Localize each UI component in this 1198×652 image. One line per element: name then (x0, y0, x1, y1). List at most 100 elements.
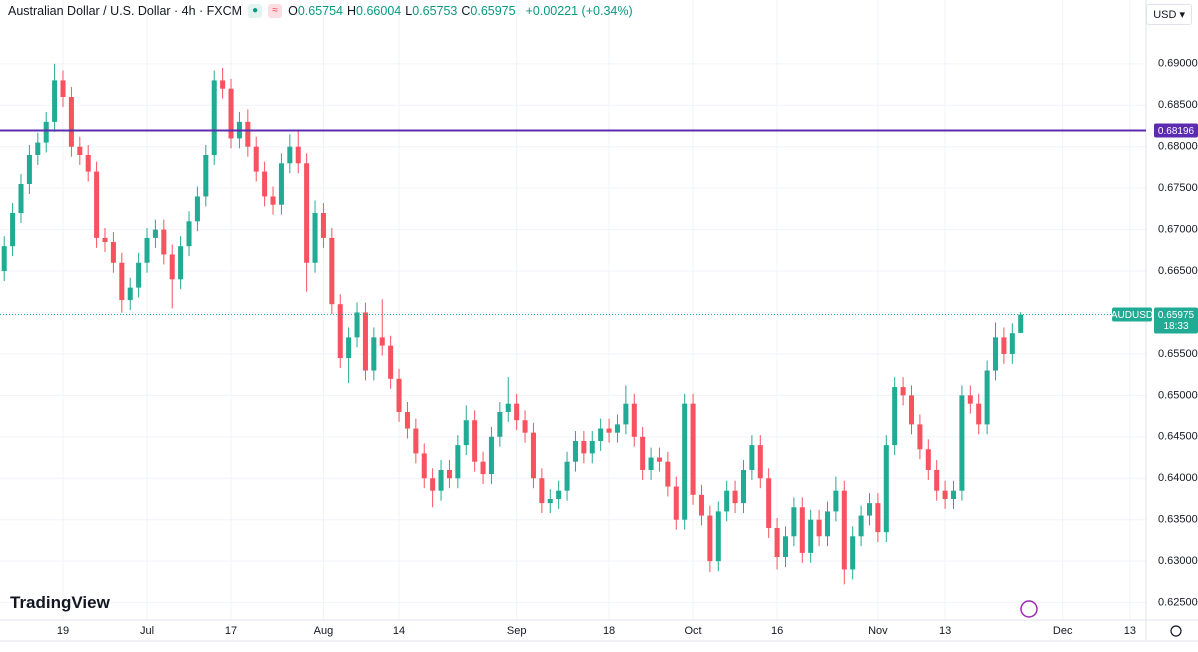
x-tick-label: 13 (939, 625, 951, 637)
candle-body (362, 312, 368, 371)
plot-bg (0, 0, 1140, 620)
candle-body (614, 424, 620, 433)
candle-body (472, 420, 478, 462)
y-tick-label: 0.65000 (1158, 389, 1198, 401)
candle-body (522, 420, 528, 433)
candle-body (169, 254, 175, 280)
candle-body (505, 403, 511, 412)
candle-body (1, 246, 7, 272)
candle-body (1001, 337, 1007, 354)
symbol-title: Australian Dollar / U.S. Dollar · 4h · F… (8, 4, 243, 18)
y-tick-label: 0.68000 (1158, 141, 1198, 153)
candle-body (732, 490, 738, 504)
countdown: 18:33 (1163, 321, 1188, 332)
readout-label: L (405, 4, 413, 18)
price-tag (1154, 307, 1198, 334)
candle-body (52, 80, 58, 122)
candle-body (782, 536, 789, 558)
currency-select[interactable]: USD ▾ (1146, 4, 1192, 25)
change: +0.00221 (+0.34%) (525, 4, 633, 18)
candle-body (640, 436, 646, 470)
x-tick-label: Oct (685, 625, 702, 637)
readout-label: C (461, 4, 471, 18)
price-tag-label: 0.65975 (1158, 310, 1195, 321)
candle-body (824, 511, 831, 537)
candle-body (984, 370, 990, 425)
candle-body (850, 536, 856, 570)
candle-body (278, 163, 284, 205)
candle-body (883, 445, 889, 533)
price-tag (1154, 123, 1198, 138)
candle-body (774, 527, 780, 558)
x-tick-label: 18 (603, 625, 615, 637)
candle-body (329, 237, 335, 305)
candle-body (77, 146, 83, 155)
candle-body (908, 395, 915, 425)
readout-label: O (288, 4, 298, 18)
y-tick-label: 0.62500 (1158, 596, 1198, 608)
candle-body (900, 387, 906, 396)
candle-body (404, 411, 410, 429)
y-tick-label: 0.63500 (1158, 514, 1198, 526)
candle-body (724, 490, 730, 512)
candle-body (925, 449, 931, 470)
candle-body (455, 445, 461, 479)
candle-body (60, 80, 66, 97)
candle-body (581, 440, 587, 454)
candle-body (514, 403, 520, 421)
candle-body (950, 490, 957, 499)
ohlc-readout: O0.65754 H0.66004 L0.65753 C0.65975 (288, 4, 520, 18)
candle-body (304, 163, 310, 263)
candle-body (430, 478, 436, 491)
candle-body (463, 420, 469, 446)
candle-body (816, 519, 822, 537)
candle-body (858, 515, 864, 537)
y-tick-label: 0.69000 (1158, 58, 1198, 70)
readout-value: 0.65754 (297, 4, 344, 18)
candle-body (682, 403, 688, 520)
candle-body (203, 155, 209, 197)
x-tick-label: Sep (507, 625, 527, 637)
candle-body (631, 403, 637, 437)
candle-body (68, 96, 74, 147)
candle-body (85, 155, 91, 172)
x-tick-label: Aug (314, 625, 334, 637)
y-tick-label: 0.64000 (1158, 472, 1198, 484)
candle-body (161, 229, 167, 255)
candle-body (119, 262, 125, 301)
candle-body (312, 213, 318, 263)
x-tick-label: 17 (225, 625, 237, 637)
candle-body (43, 121, 49, 143)
candle-body (606, 428, 612, 433)
candle-body (127, 287, 133, 301)
candle-body (757, 445, 763, 479)
candle-body (740, 469, 746, 504)
x-tick-label: 14 (393, 625, 405, 637)
candle-body (791, 507, 797, 537)
candle-body (388, 345, 394, 379)
candle-body (665, 461, 671, 487)
candle-body (262, 171, 268, 197)
x-tick-label: 19 (57, 625, 69, 637)
candle-body (480, 461, 486, 475)
candle-body (287, 146, 293, 164)
candle-body (270, 196, 276, 205)
candle-body (530, 432, 536, 479)
x-tick-label: Jul (140, 625, 154, 637)
candle-body (413, 428, 419, 454)
candle-body (488, 436, 494, 475)
candle-body (211, 80, 217, 155)
candle-body (556, 490, 562, 499)
candle-body (589, 440, 595, 454)
candle-body (715, 511, 721, 562)
candle-body (690, 403, 696, 495)
status-icon[interactable]: ● (248, 4, 263, 18)
y-tick-label: 0.67500 (1158, 182, 1198, 194)
candle-body (673, 486, 679, 520)
candle-body (371, 337, 377, 371)
candle-body (26, 155, 32, 185)
compare-icon[interactable]: ≈ (268, 4, 283, 18)
candle-body (934, 469, 940, 491)
brand-logo[interactable]: TradingView (10, 593, 110, 613)
candle-body (346, 337, 352, 359)
